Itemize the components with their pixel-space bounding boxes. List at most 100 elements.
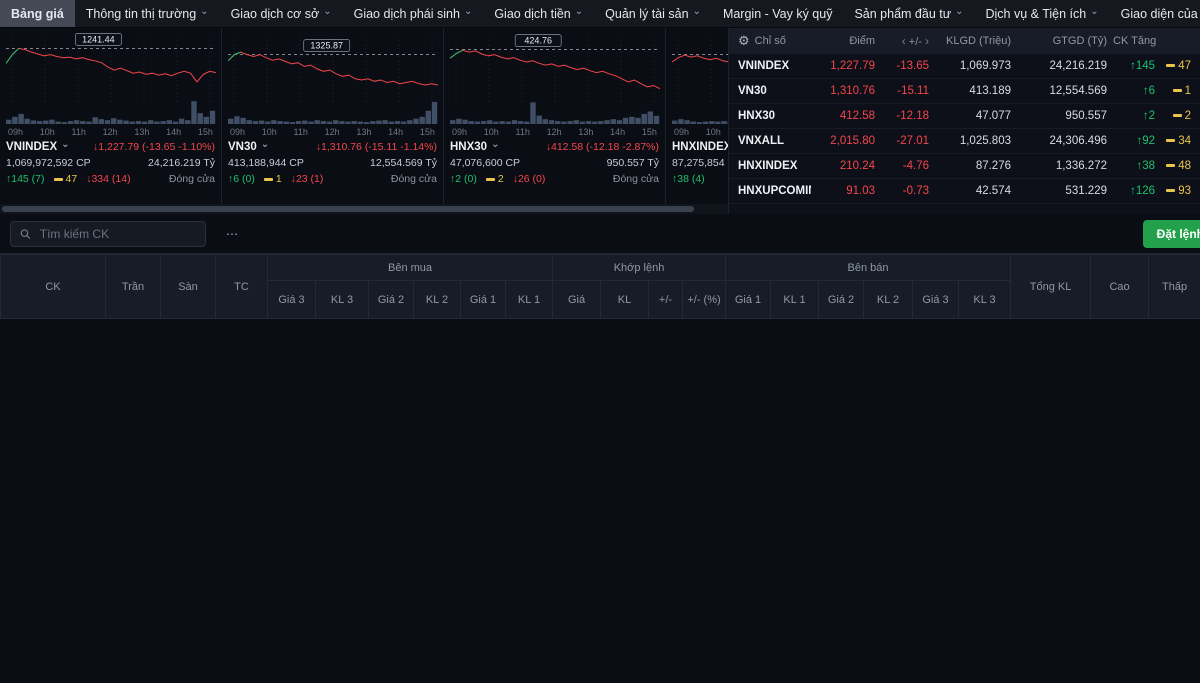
col-header-buy-volume-1[interactable]: KL 1 (505, 280, 553, 319)
col-header-sell-volume-3[interactable]: KL 3 (958, 280, 1012, 319)
index-summary-panel: ⚙ Chỉ số Điểm ‹ +/- › KLGD (Triệu) GTGD (… (728, 28, 1200, 214)
chart-total-volume: 87,275,854 CP (672, 157, 728, 169)
next-column-icon[interactable]: › (925, 34, 929, 48)
nav-item-thong-tin-thi-truong[interactable]: Thông tin thị trường ⌄ (75, 0, 220, 27)
unchanged-count: 47 (53, 173, 77, 185)
col-header-change[interactable]: +/- (648, 280, 683, 319)
chevron-down-icon: ⌄ (463, 5, 473, 17)
index-row-vn30[interactable]: VN30 1,310.76 -15.11 413.189 12,554.569 … (729, 79, 1200, 104)
chevron-down-icon: ⌄ (1090, 5, 1099, 17)
down-arrow-icon: ↓ (93, 141, 99, 153)
nav-item-margin-vay-ky-quy[interactable]: Margin - Vay ký quỹ (712, 0, 844, 27)
decliners-count: ↓26 (0) (512, 173, 546, 185)
index-unchanged: 93 (1155, 185, 1197, 197)
col-header-buy-volume-2[interactable]: KL 2 (413, 280, 461, 319)
col-header-matched-price[interactable]: Giá (552, 280, 601, 319)
index-row-vnindex[interactable]: VNINDEX 1,227.79 -13.65 1,069.973 24,216… (729, 54, 1200, 79)
index-name: VNINDEX (738, 60, 790, 72)
chart-index-name[interactable]: VN30 ⌄ (228, 139, 270, 154)
col-header-total-volume[interactable]: Tổng KL (1010, 254, 1092, 319)
index-change: -12.18 (896, 110, 929, 122)
chart-index-name[interactable]: VNINDEX ⌄ (6, 139, 70, 154)
index-row-hnxindex[interactable]: HNXINDEX 210.24 -4.76 87.276 1,336.272 ↑… (729, 154, 1200, 179)
index-unchanged: 48 (1155, 160, 1197, 172)
unchanged-dash-icon (1172, 89, 1182, 93)
index-advancers: ↑126 (1130, 185, 1155, 197)
col-header-matched-volume[interactable]: KL (600, 280, 649, 319)
index-points: 1,310.76 (830, 85, 875, 97)
chevron-down-icon: ⌄ (491, 139, 500, 150)
index-klgd: 87.276 (975, 160, 1011, 172)
col-header-sell-price-3[interactable]: Giá 3 (912, 280, 960, 319)
col-header-reference[interactable]: TC (215, 254, 268, 319)
col-header-ceiling[interactable]: Trần (105, 254, 161, 319)
index-change: -13.65 (896, 60, 929, 72)
col-header-index: Chỉ số (754, 35, 786, 47)
index-name: HNXINDEX (738, 160, 798, 172)
chart-total-volume: 47,076,600 CP (450, 157, 521, 169)
col-header-change: ‹ +/- › (901, 34, 929, 48)
session-status: Đóng cửa (390, 173, 437, 185)
index-gtgd: 24,306.496 (1049, 135, 1107, 147)
index-points: 91.03 (846, 185, 875, 197)
chart-total-value: 12,554.569 Tỷ (370, 157, 437, 169)
chart-index-name[interactable]: HNX30 ⌄ (450, 139, 500, 154)
col-header-high[interactable]: Cao (1090, 254, 1150, 319)
col-header-buy-volume-3[interactable]: KL 3 (315, 280, 369, 319)
nav-item-giao-dich-phai-sinh[interactable]: Giao dịch phái sinh ⌄ (343, 0, 484, 27)
col-header-change-percent[interactable]: +/- (%) (681, 280, 727, 319)
scrollbar-thumb[interactable] (2, 206, 694, 212)
nav-item-giao-dich-co-so[interactable]: Giao dịch cơ sở ⌄ (220, 0, 343, 27)
col-header-ck-change: CK Tăng (1113, 35, 1157, 47)
down-arrow-icon: ↓ (545, 141, 551, 153)
nav-item-san-pham-au-tu[interactable]: Sản phẩm đầu tư ⌄ (843, 0, 974, 27)
index-points: 1,227.79 (830, 60, 875, 72)
nav-item-giao-dien-cua-toi[interactable]: Giao diện của tôi (1110, 0, 1200, 27)
search-input[interactable] (37, 225, 196, 242)
advancers-count: ↑145 (7) (6, 173, 45, 185)
col-header-symbol[interactable]: CK (0, 254, 106, 319)
chevron-down-icon: ⌄ (260, 139, 270, 150)
index-advancers: ↑38 (1136, 160, 1155, 172)
more-tabs-icon[interactable]: ⋯ (226, 226, 238, 241)
index-row-hnx30[interactable]: HNX30 412.58 -12.18 47.077 950.557 ↑2 2 (729, 104, 1200, 129)
index-points: 2,015.80 (830, 135, 875, 147)
unchanged-dash-icon (1166, 164, 1176, 168)
chart-total-volume: 1,069,972,592 CP (6, 157, 91, 169)
gear-icon[interactable]: ⚙ (738, 33, 750, 48)
nav-item-label: Sản phẩm đầu tư (854, 6, 952, 21)
col-header-sell-volume-2[interactable]: KL 2 (863, 280, 914, 319)
index-row-hnxupcomindex[interactable]: HNXUPCOMINDEX 91.03 -0.73 42.574 531.229… (729, 179, 1200, 204)
col-header-buy-price-1[interactable]: Giá 1 (460, 280, 506, 319)
col-header-floor[interactable]: Sàn (160, 254, 216, 319)
place-order-button[interactable]: Đặt lệnh (1142, 219, 1200, 248)
index-charts-strip: 1241.44 09h 10h 11h 12h 13h 14h 15h VNINDEX ⌄ ↓… (0, 28, 728, 204)
index-klgd: 1,069.973 (959, 60, 1011, 72)
nav-item-quan-ly-tai-san[interactable]: Quản lý tài sản ⌄ (594, 0, 712, 27)
index-row-vnxall[interactable]: VNXALL 2,015.80 -27.01 1,025.803 24,306.… (729, 129, 1200, 154)
col-header-low[interactable]: Thấp (1148, 254, 1200, 319)
index-sparkline-chart: 1241.44 (5, 33, 217, 124)
col-header-sell-price-1[interactable]: Giá 1 (725, 280, 772, 319)
chart-total-volume: 413,188,944 CP (228, 157, 304, 169)
col-header-sell-price-2[interactable]: Giá 2 (818, 280, 865, 319)
index-advancers: ↑6 (1142, 85, 1155, 97)
chart-index-name[interactable]: HNXINDEX⌄ (672, 141, 728, 153)
chart-index-close: ↓1,310.76 (-15.11 -1.14%) (315, 141, 437, 153)
group-header-matched: Khớp lệnh (551, 254, 727, 281)
group-header-buy: Bên mua (267, 254, 553, 281)
chevron-down-icon: ⌄ (692, 5, 701, 17)
nav-item-dich-vu-tien-ich[interactable]: Dịch vụ & Tiện ích ⌄ (974, 0, 1109, 27)
col-header-buy-price-3[interactable]: Giá 3 (267, 280, 316, 319)
col-header-buy-price-2[interactable]: Giá 2 (368, 280, 414, 319)
chart-total-value: 950.557 Tỷ (606, 157, 659, 169)
col-header-sell-volume-1[interactable]: KL 1 (770, 280, 820, 319)
prev-column-icon[interactable]: ‹ (901, 34, 906, 48)
index-gtgd: 950.557 (1065, 110, 1107, 122)
index-gtgd: 531.229 (1065, 185, 1107, 197)
nav-item-giao-dich-tien[interactable]: Giao dịch tiền ⌄ (483, 0, 594, 27)
index-chart-panel-vnindex: 1241.44 09h 10h 11h 12h 13h 14h 15h VNINDEX ⌄ ↓… (0, 28, 222, 204)
nav-item-bang-gia[interactable]: Bảng giá (0, 0, 75, 27)
chart-index-close: ↓1,227.79 (-13.65 -1.10%) (93, 141, 215, 153)
unchanged-dash-icon (263, 177, 273, 181)
